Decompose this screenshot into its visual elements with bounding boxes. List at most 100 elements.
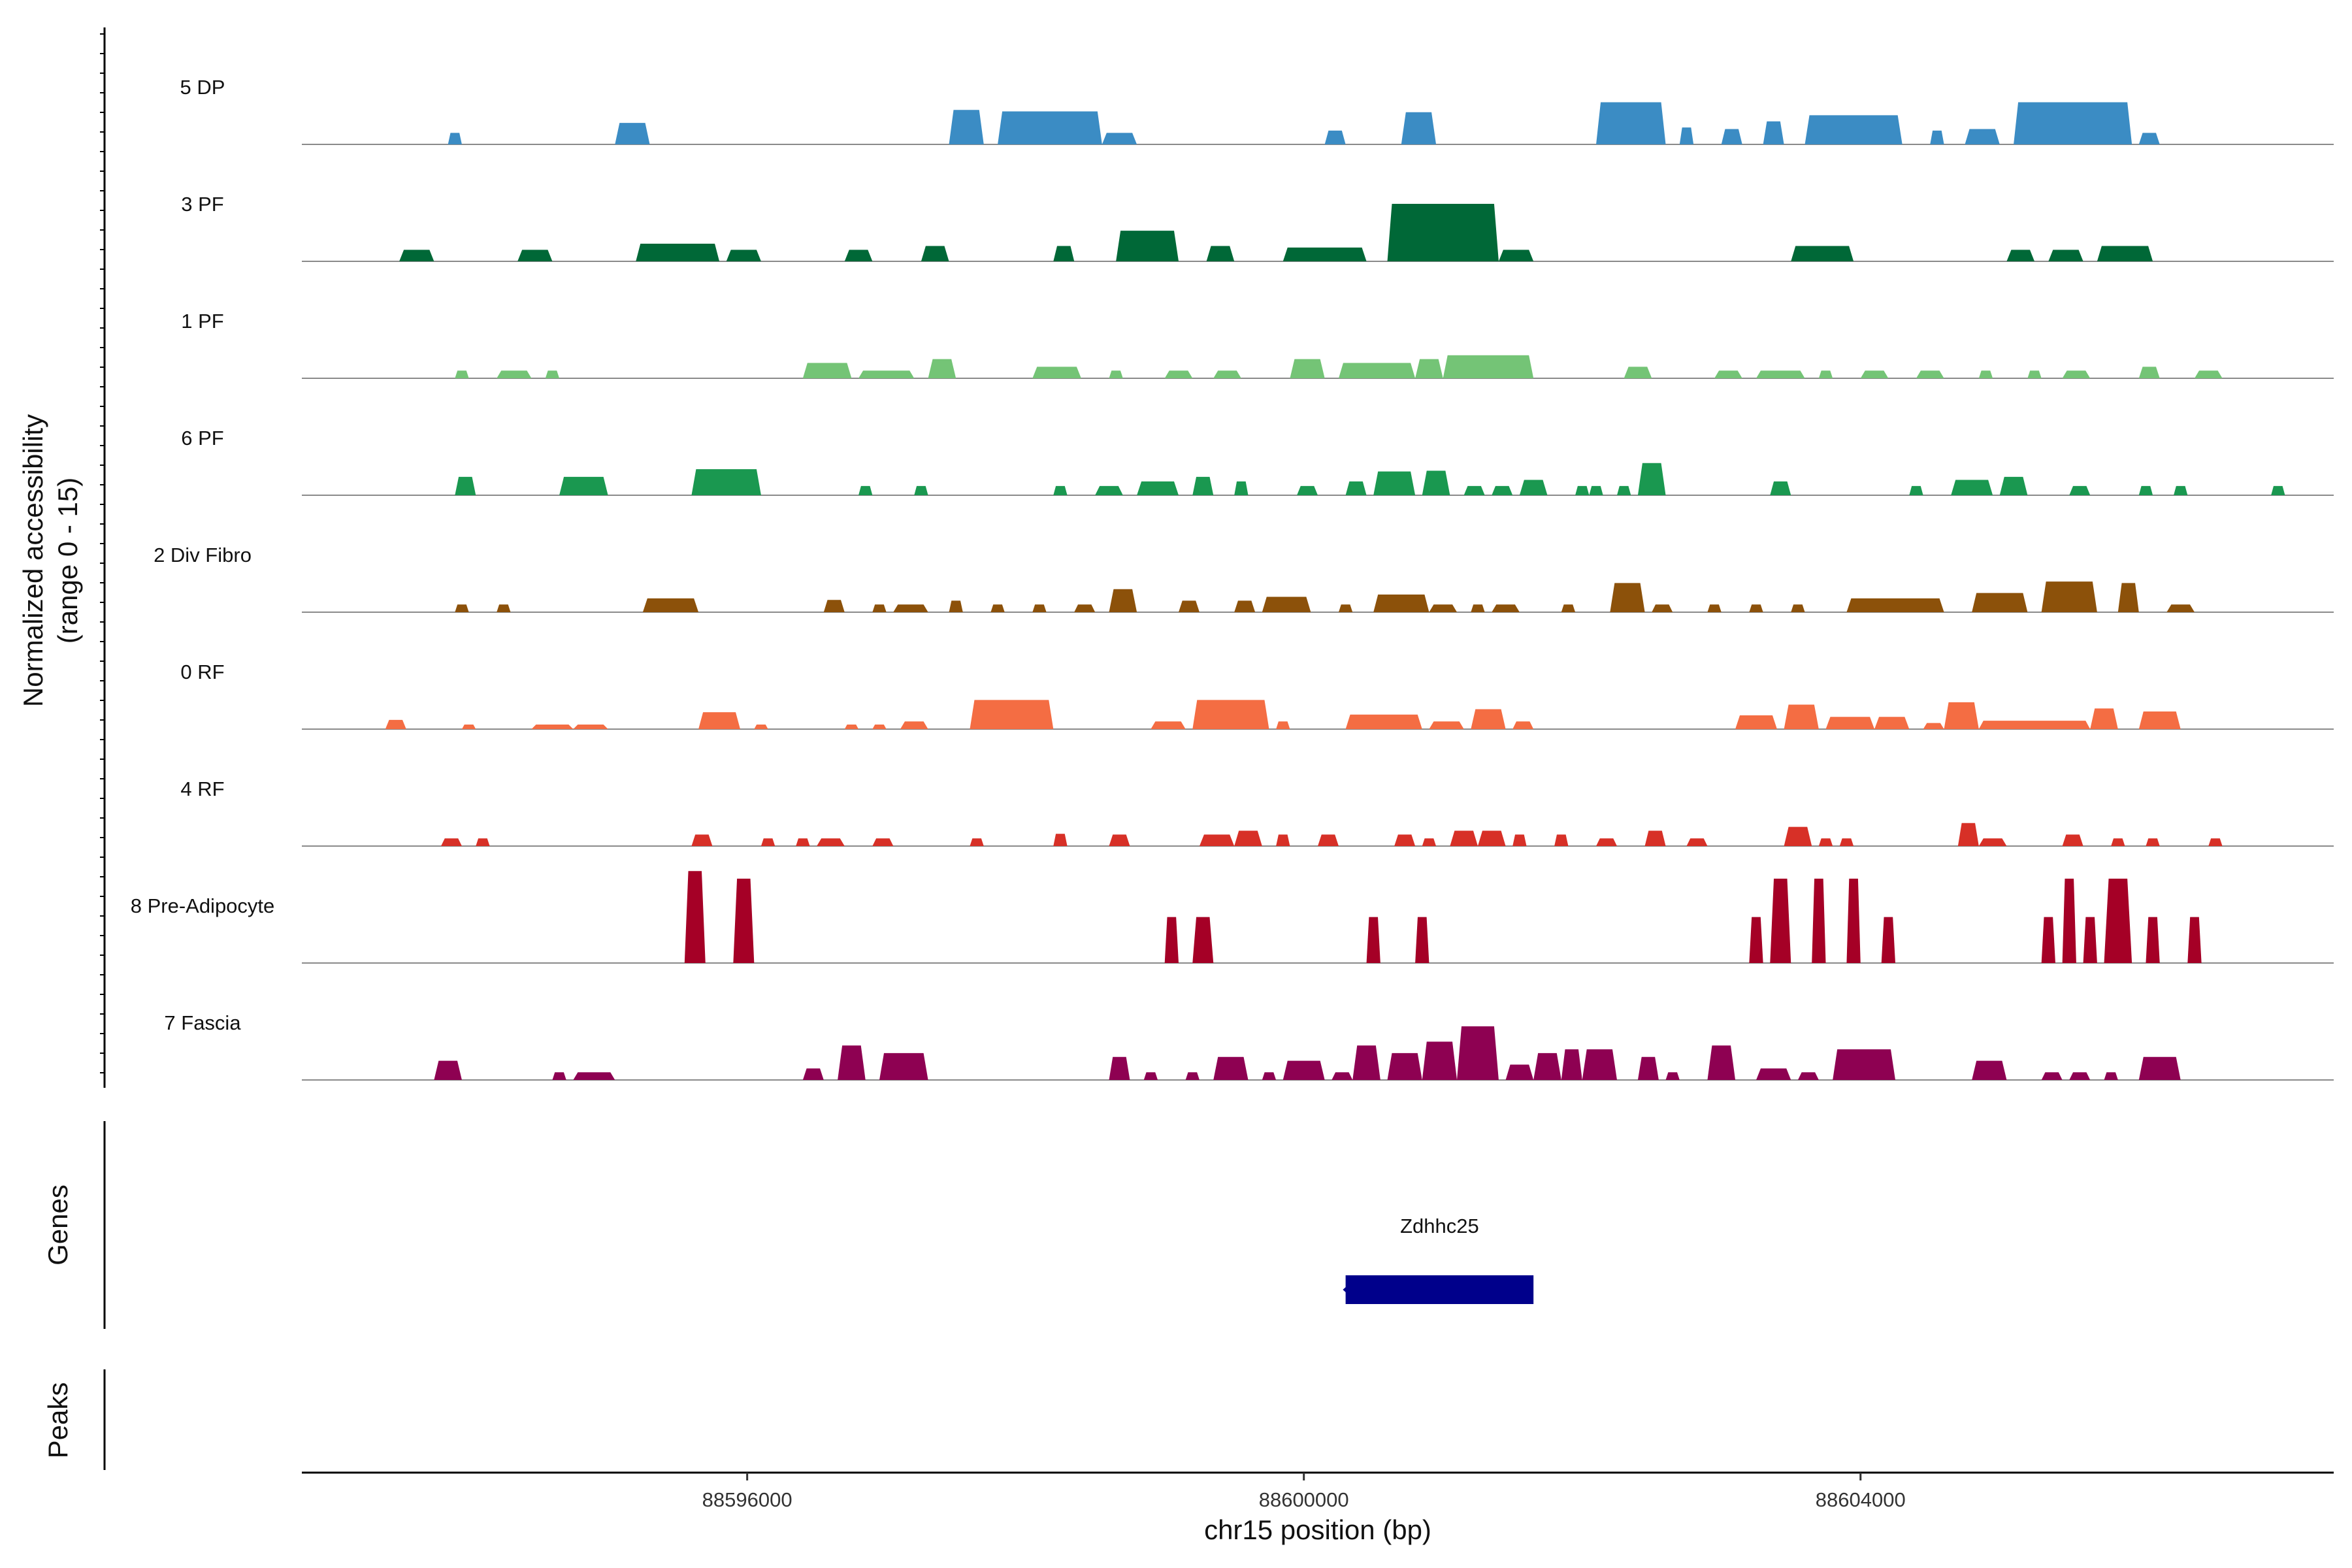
- accessibility-peak: [1637, 1056, 1659, 1080]
- accessibility-peak: [1457, 1026, 1499, 1080]
- accessibility-peak: [1095, 485, 1123, 495]
- accessibility-peak: [1213, 1056, 1249, 1080]
- accessibility-peak: [2062, 834, 2083, 846]
- accessibility-peak: [2146, 838, 2160, 846]
- accessibility-peak: [1109, 370, 1123, 378]
- accessibility-peak: [2138, 711, 2181, 729]
- accessibility-peak: [838, 1045, 866, 1080]
- accessibility-peak: [1331, 1072, 1353, 1080]
- accessibility-peak: [1818, 370, 1833, 378]
- accessibility-peak: [2069, 485, 2091, 495]
- accessibility-peak: [1282, 1060, 1325, 1080]
- accessibility-peak: [2187, 917, 2202, 963]
- accessibility-peak: [1422, 1041, 1458, 1080]
- accessibility-peak: [914, 485, 928, 495]
- accessibility-peak: [1909, 485, 1923, 495]
- track-label: 7 Fascia: [164, 1011, 241, 1034]
- accessibility-peak: [1324, 130, 1346, 144]
- accessibility-peak: [455, 604, 469, 612]
- accessibility-peak: [796, 838, 810, 846]
- accessibility-peak: [476, 838, 490, 846]
- accessibility-peak: [1784, 704, 1819, 729]
- accessibility-peak: [1582, 1049, 1617, 1080]
- accessibility-peak: [684, 871, 706, 963]
- accessibility-peak: [1164, 370, 1193, 378]
- accessibility-peak: [1624, 367, 1652, 378]
- accessibility-peak: [1276, 721, 1290, 729]
- accessibility-peak: [1366, 917, 1380, 963]
- accessibility-peak: [1345, 481, 1367, 495]
- accessibility-peak: [545, 370, 560, 378]
- accessibility-peak: [1338, 363, 1416, 378]
- accessibility-peak: [2062, 878, 2076, 963]
- x-tick-label: 88596000: [702, 1488, 792, 1511]
- accessibility-peak: [1652, 604, 1673, 612]
- accessibility-peak: [802, 363, 852, 378]
- accessibility-peak: [2138, 367, 2160, 378]
- accessibility-peak: [573, 1072, 615, 1080]
- accessibility-peak: [1784, 826, 1812, 846]
- accessibility-peak: [844, 250, 873, 261]
- accessibility-peak: [615, 123, 650, 144]
- accessibility-peak: [1053, 834, 1068, 846]
- accessibility-peak: [2090, 708, 2118, 729]
- accessibility-peak: [2027, 370, 2042, 378]
- accessibility-peak: [1192, 476, 1214, 495]
- accessibility-peak: [1352, 1045, 1380, 1080]
- accessibility-peak: [1770, 481, 1791, 495]
- accessibility-peak: [642, 598, 699, 612]
- accessibility-peak: [2083, 917, 2097, 963]
- accessibility-peak: [1345, 714, 1422, 729]
- accessibility-peak: [858, 370, 915, 378]
- accessibility-peak: [1978, 838, 2007, 846]
- accessibility-peak: [1318, 834, 1339, 846]
- accessibility-peak: [2194, 370, 2223, 378]
- accessibility-peak: [573, 724, 608, 729]
- accessibility-peak: [531, 724, 574, 729]
- track-label: 3 PF: [181, 193, 223, 216]
- accessibility-peak: [872, 604, 887, 612]
- accessibility-peak: [1415, 917, 1429, 963]
- accessibility-peak: [1164, 917, 1179, 963]
- accessibility-peak: [1512, 721, 1534, 729]
- accessibility-peak: [844, 724, 859, 729]
- accessibility-peak: [1679, 127, 1694, 144]
- accessibility-peak: [1192, 700, 1269, 729]
- accessibility-peak: [1874, 717, 1910, 729]
- accessibility-peak: [1707, 604, 1722, 612]
- accessibility-peak: [1137, 481, 1179, 495]
- accessibility-peak: [1756, 1068, 1791, 1080]
- accessibility-peak: [1916, 370, 1944, 378]
- accessibility-peak: [1471, 709, 1506, 729]
- accessibility-peak: [1665, 1072, 1680, 1080]
- accessibility-peak: [1387, 204, 1499, 261]
- gene-models: Zdhhc25: [1343, 1215, 1534, 1304]
- accessibility-peak: [928, 359, 956, 378]
- accessibility-peak: [998, 111, 1102, 144]
- accessibility-peak: [1373, 471, 1416, 495]
- accessibility-peak: [1749, 604, 1763, 612]
- accessibility-peak: [2104, 1072, 2118, 1080]
- track-2: 1 PF: [181, 310, 2334, 379]
- track-4: 2 Div Fibro: [154, 544, 2334, 613]
- accessibility-peak: [1032, 367, 1081, 378]
- accessibility-peak: [1554, 834, 1569, 846]
- accessibility-peak: [1610, 583, 1645, 612]
- accessibility-peak: [2208, 838, 2223, 846]
- accessibility-peak: [970, 838, 984, 846]
- accessibility-peak: [2104, 878, 2132, 963]
- accessibility-peak: [1561, 604, 1576, 612]
- accessibility-peak: [1763, 121, 1784, 144]
- accessibility-peak: [802, 1068, 824, 1080]
- accessibility-peak: [1721, 129, 1742, 144]
- peaks-panel-label: Peaks: [42, 1382, 73, 1459]
- accessibility-peak: [1860, 370, 1889, 378]
- accessibility-peak: [1282, 247, 1367, 261]
- accessibility-peak: [726, 250, 761, 261]
- x-axis-title: chr15 position (bp): [1204, 1514, 1431, 1545]
- accessibility-peak: [733, 878, 755, 963]
- accessibility-peak: [1450, 830, 1478, 846]
- accessibility-peak: [399, 250, 434, 261]
- accessibility-peak: [1846, 878, 1861, 963]
- accessibility-peak: [1972, 593, 2028, 612]
